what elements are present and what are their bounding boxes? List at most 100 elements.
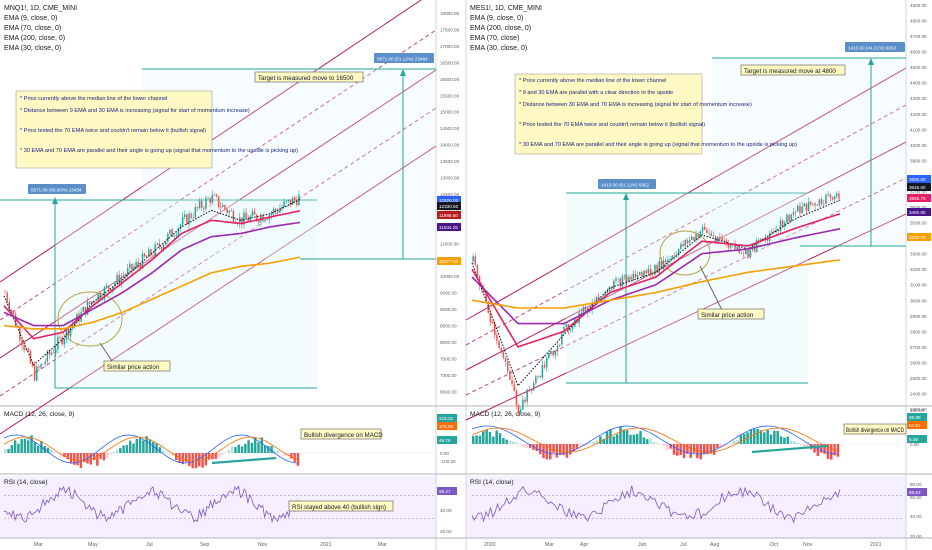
- macd-histogram-bar: [76, 453, 79, 466]
- macd-histogram-bar: [742, 433, 746, 444]
- price-tick-label: 4500.00: [910, 65, 927, 70]
- x-tick-label: 2020: [484, 542, 496, 548]
- candle-body: [110, 289, 112, 292]
- macd-histogram-bar: [63, 453, 66, 457]
- macd-histogram-bar: [46, 447, 50, 453]
- right-measure-badge-bottom: 1413.00 (61.12%) 5652: [601, 183, 649, 188]
- macd-tick-label: 0.00: [440, 451, 449, 456]
- price-tag-label: 3645.00: [909, 185, 926, 190]
- macd-histogram-bar: [125, 444, 129, 453]
- ema-line: [3, 221, 301, 327]
- price-tag-label: 3460.00: [909, 210, 926, 215]
- candle-body: [818, 199, 821, 206]
- macd-histogram-bar: [112, 451, 115, 453]
- candle-body: [264, 219, 266, 221]
- left-channel-mid: [0, 29, 437, 321]
- macd-histogram-bar: [796, 442, 800, 444]
- candle-body: [835, 193, 838, 196]
- candle-body: [833, 195, 836, 200]
- candle-body: [10, 310, 13, 312]
- macd-histogram-bar: [692, 444, 696, 453]
- candle-body: [749, 249, 751, 258]
- candle-body: [177, 228, 180, 236]
- right-drawings: [465, 57, 907, 421]
- price-tick-label: 3900.00: [910, 158, 927, 163]
- macd-histogram-bar: [689, 444, 692, 458]
- right-emas: [471, 199, 841, 387]
- candle-body: [777, 229, 780, 232]
- candle-body: [781, 220, 784, 227]
- candle-body: [296, 199, 298, 206]
- macd-histogram-bar: [518, 444, 522, 446]
- candle-body: [548, 354, 550, 359]
- macd-histogram-bar: [247, 440, 250, 453]
- candle-body: [118, 274, 120, 285]
- candle-body: [91, 301, 93, 304]
- x-tick-label: Sep: [200, 542, 209, 548]
- candle-body: [245, 212, 247, 218]
- macd-histogram-bar: [20, 438, 23, 453]
- candle-body: [148, 249, 150, 257]
- left-target-label: Target is measured move to 16500: [258, 75, 354, 82]
- macd-histogram-bar: [682, 444, 686, 459]
- macd-histogram-bar: [558, 444, 562, 456]
- price-tick-label: 2400.00: [910, 392, 927, 397]
- price-tick-label: 2800.00: [910, 329, 927, 334]
- candle-body: [528, 389, 531, 391]
- candle-body: [827, 194, 829, 196]
- macd-histogram-bar: [759, 430, 763, 444]
- right-x-axis: 2020 Mar Apr Jun Jul Aug Oct Nov 2021: [484, 542, 882, 548]
- macd-histogram-bar: [492, 436, 495, 444]
- candle-body: [215, 195, 218, 197]
- candle-body: [502, 351, 505, 358]
- left-note-line: * Price currently above the median line …: [20, 96, 167, 102]
- candle-body: [838, 193, 840, 199]
- candle-body: [196, 207, 199, 208]
- macd-histogram-bar: [625, 430, 629, 444]
- macd-histogram-bar: [512, 441, 515, 444]
- macd-histogram-bar: [145, 436, 148, 453]
- x-tick-label: Mar: [545, 542, 554, 548]
- candle-body: [606, 290, 609, 293]
- macd-histogram-bar: [495, 430, 498, 444]
- candle-body: [677, 249, 680, 256]
- right-legend-line: EMA (9, close, 0): [470, 15, 523, 22]
- candle-body: [641, 272, 643, 276]
- candle-body: [524, 399, 526, 402]
- macd-histogram-bar: [528, 444, 532, 448]
- svg-text:* Price currently above the me: * Price currently above the median line …: [20, 96, 298, 154]
- macd-histogram-bar: [73, 453, 76, 465]
- macd-histogram-bar: [749, 429, 753, 444]
- right-target-label: Target is measured move at 4800: [744, 68, 836, 75]
- candle-body: [137, 262, 139, 265]
- price-tick-label: 8500.00: [440, 324, 457, 329]
- candle-body: [143, 253, 146, 257]
- candle-body: [519, 409, 522, 413]
- rsi-tag-label: 68.63: [909, 490, 921, 495]
- macd-histogram-bar: [786, 436, 789, 444]
- price-tick-label: 2300.00: [910, 407, 927, 412]
- price-tick-label: 4900.00: [910, 3, 927, 8]
- candle-body: [690, 236, 693, 241]
- macd-histogram-bar: [676, 444, 679, 456]
- macd-line: [3, 434, 297, 464]
- candle-body: [630, 276, 632, 280]
- candle-body: [226, 208, 228, 213]
- right-legend-line: EMA (30, close, 0): [470, 45, 527, 52]
- left-channel-bottom: [0, 145, 437, 435]
- candle-body: [569, 328, 572, 331]
- candle-body: [232, 211, 235, 222]
- candle-body: [662, 260, 665, 270]
- candle-body: [701, 227, 704, 232]
- macd-histogram-bar: [178, 453, 181, 463]
- macd-histogram-bar: [783, 437, 786, 444]
- macd-histogram-bar: [276, 450, 280, 453]
- macd-histogram-bar: [716, 444, 719, 449]
- x-tick-label: Mar: [378, 542, 387, 548]
- price-tick-label: 6500.00: [440, 389, 457, 394]
- candle-body: [509, 370, 511, 380]
- right-note-line: * Price currently above the median line …: [519, 78, 666, 84]
